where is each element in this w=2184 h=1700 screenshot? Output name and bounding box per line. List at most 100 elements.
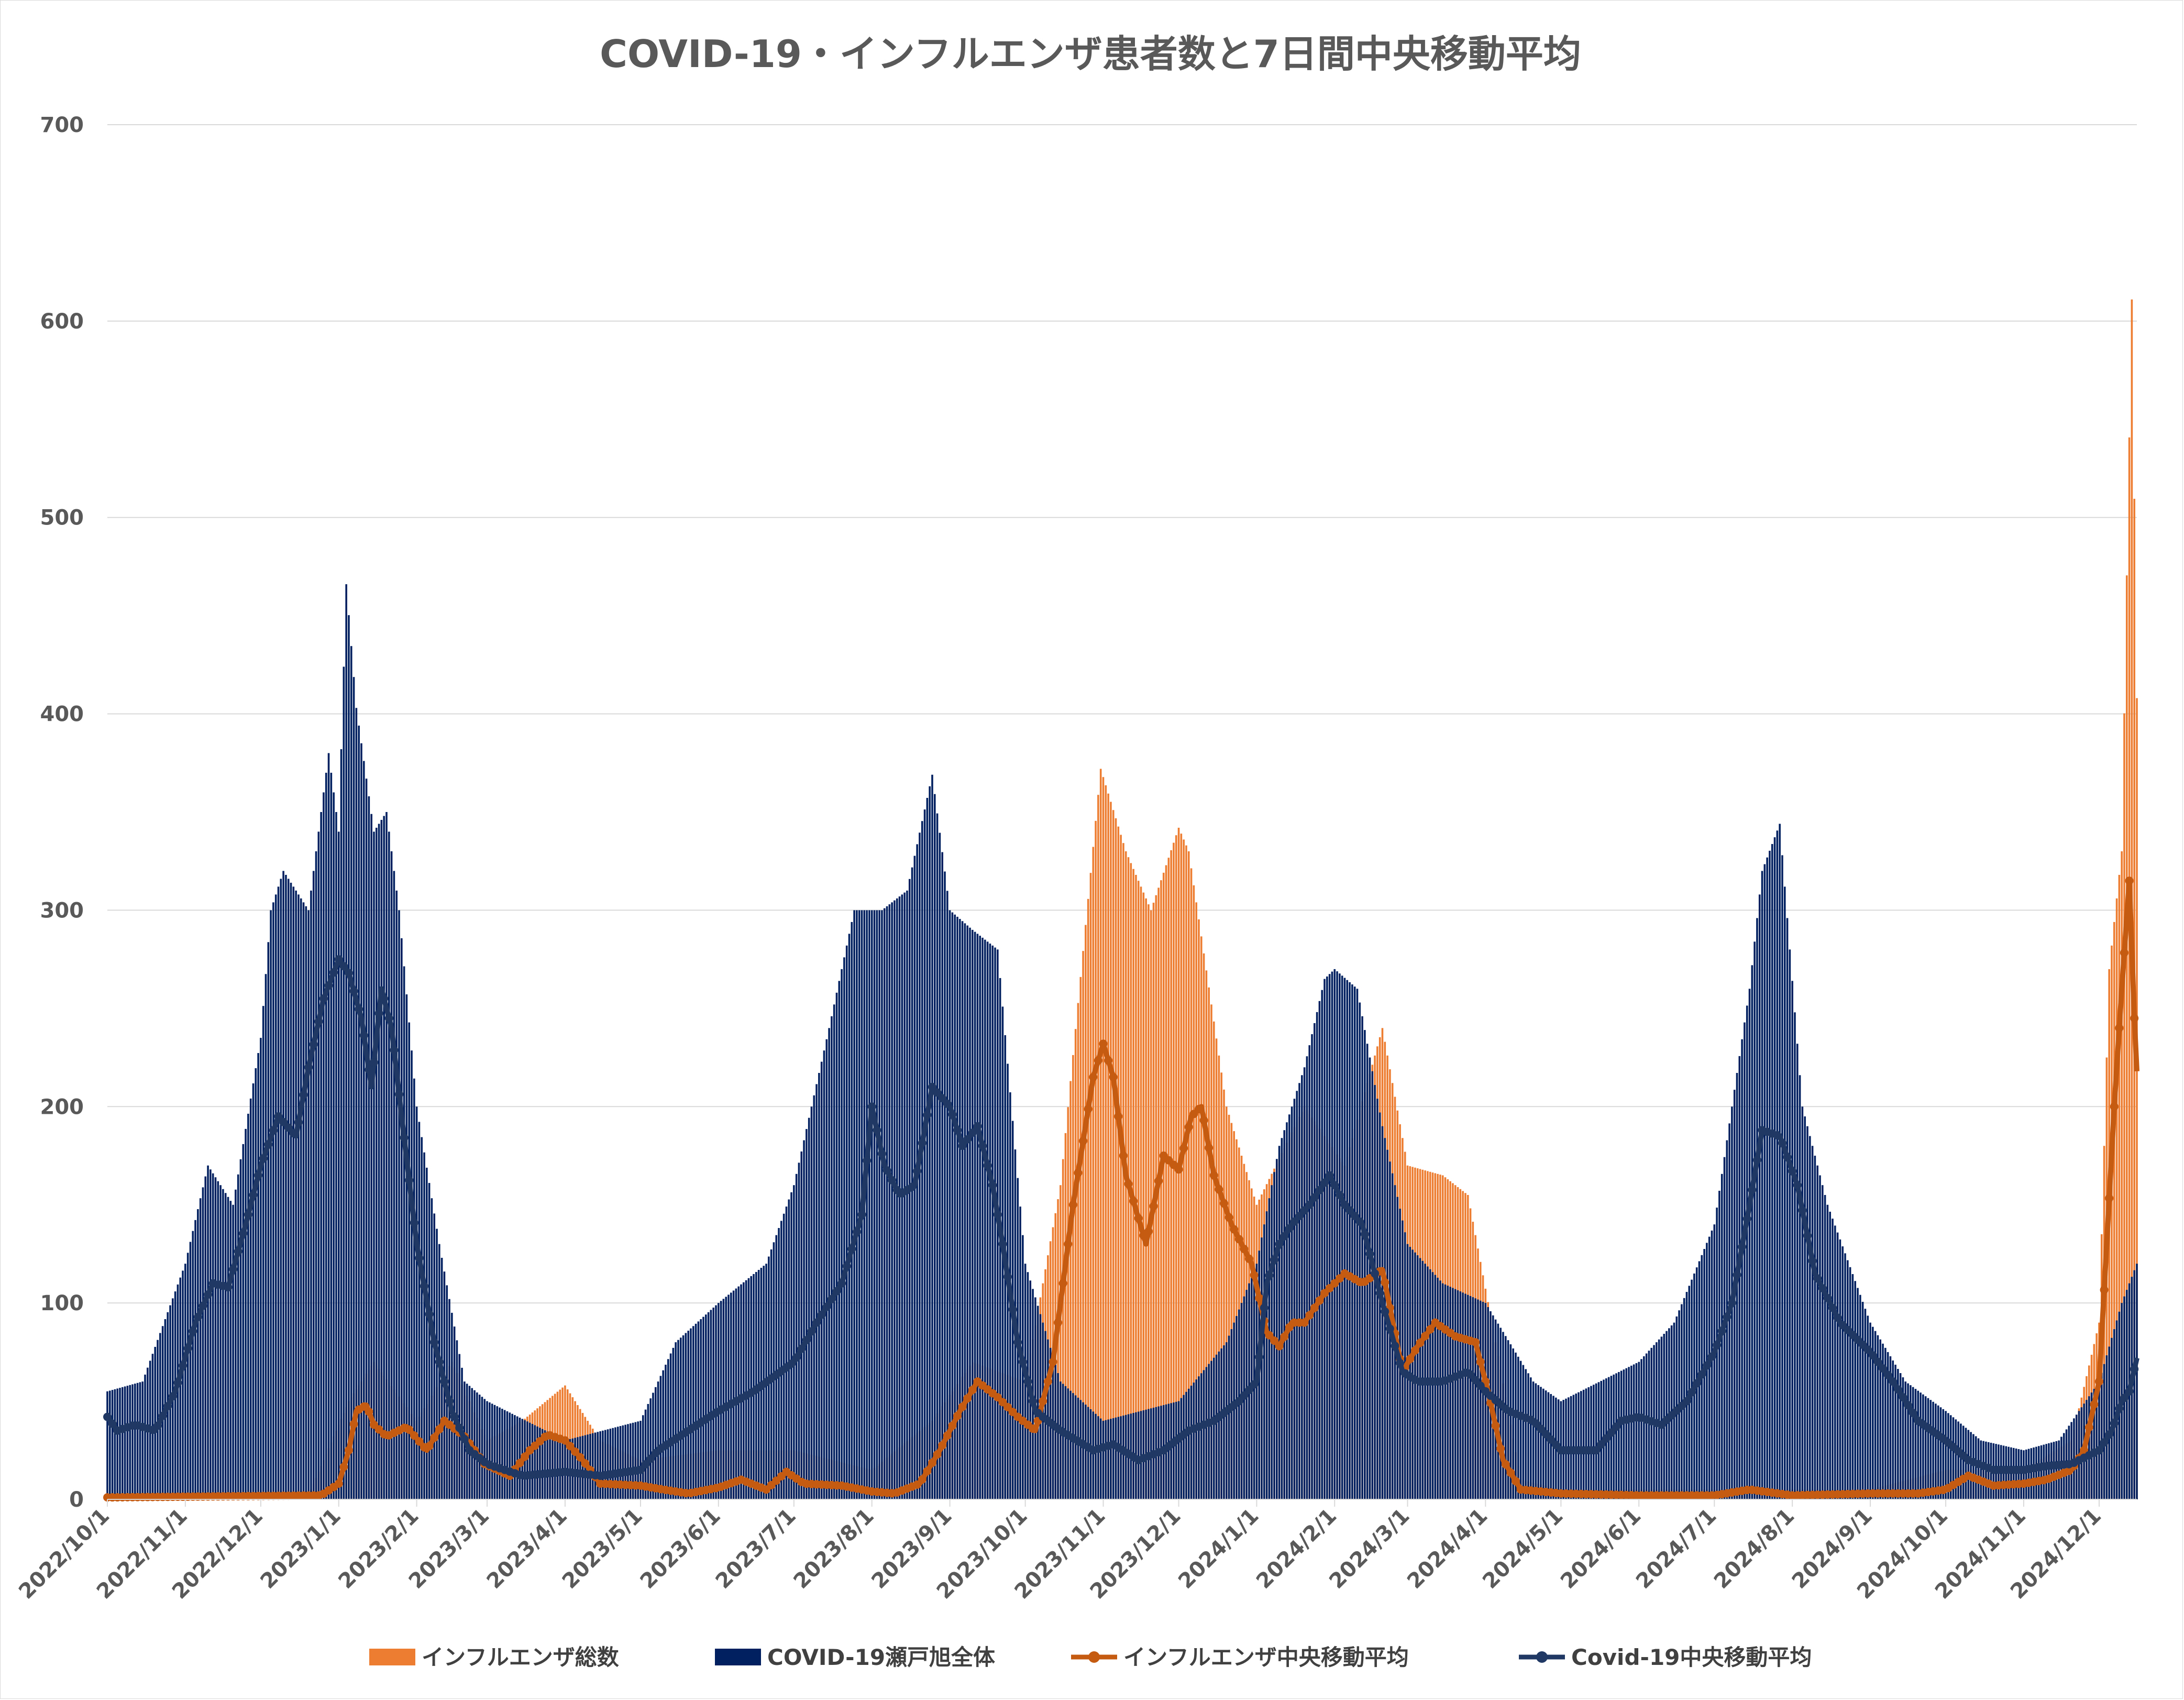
bar-covid xyxy=(657,1381,659,1499)
bar-covid xyxy=(1064,1386,1067,1499)
bar-covid xyxy=(1625,1368,1628,1499)
bar-covid xyxy=(788,1199,790,1499)
bar-covid xyxy=(1441,1283,1444,1499)
bar-covid xyxy=(1741,1039,1743,1499)
bar-covid xyxy=(255,1068,257,1499)
covid-moving-average-marker xyxy=(923,1111,932,1120)
covid-moving-average-marker xyxy=(641,1460,650,1469)
covid-moving-average-marker xyxy=(1295,1212,1304,1221)
bar-covid xyxy=(401,938,403,1499)
bar-covid xyxy=(1859,1295,1861,1499)
bar-covid xyxy=(413,1078,415,1499)
bar-covid xyxy=(800,1151,803,1499)
bar-covid xyxy=(1967,1430,1970,1499)
bar-covid xyxy=(1849,1267,1851,1499)
bar-covid xyxy=(898,896,901,1499)
chart-title: COVID-19・インフルエンザ患者数と7日間中央移動平均 xyxy=(600,32,1581,76)
bar-covid xyxy=(881,910,883,1499)
bar-covid xyxy=(1265,1211,1268,1499)
bar-covid xyxy=(214,1177,217,1499)
covid-moving-average-marker xyxy=(410,1219,418,1227)
bar-covid xyxy=(778,1228,780,1499)
bar-covid xyxy=(1756,918,1758,1499)
bar-covid xyxy=(2048,1443,2050,1499)
bar-influenza xyxy=(1097,795,1099,1499)
covid-moving-average-marker xyxy=(259,1154,268,1163)
covid-moving-average-marker xyxy=(1717,1326,1726,1335)
bar-covid xyxy=(1079,1400,1082,1499)
covid-moving-average-marker xyxy=(1385,1324,1394,1333)
bar-covid xyxy=(1371,1071,1374,1499)
bar-covid xyxy=(868,910,870,1499)
covid-moving-average-marker xyxy=(1260,1303,1269,1312)
bar-covid xyxy=(1225,1342,1228,1499)
influenza-moving-average-marker xyxy=(1234,1235,1243,1244)
influenza-moving-average-marker xyxy=(1184,1123,1193,1132)
bar-covid xyxy=(1587,1387,1590,1499)
covid-moving-average-marker xyxy=(359,1031,368,1040)
covid-moving-average-marker xyxy=(822,1302,831,1311)
bar-covid xyxy=(1509,1344,1512,1499)
bar-covid xyxy=(1841,1246,1844,1499)
bar-covid xyxy=(1223,1345,1225,1499)
influenza-moving-average-marker xyxy=(963,1394,972,1403)
bar-covid xyxy=(609,1429,612,1499)
bar-covid xyxy=(632,1422,634,1499)
bar-covid xyxy=(1965,1428,1967,1499)
bar-covid xyxy=(204,1176,207,1499)
covid-moving-average-marker xyxy=(1325,1171,1334,1180)
bar-covid xyxy=(954,914,956,1499)
bar-covid xyxy=(813,1095,815,1499)
bar-covid xyxy=(1286,1122,1288,1499)
bar-influenza xyxy=(1195,902,1197,1499)
legend-item: COVID-19瀬戸旭全体 xyxy=(715,1644,995,1670)
bar-covid xyxy=(793,1185,795,1499)
bar-covid xyxy=(1472,1297,1474,1499)
bar-covid xyxy=(1982,1441,1984,1499)
bar-covid xyxy=(1912,1387,1914,1499)
bar-covid xyxy=(1957,1421,1959,1499)
influenza-moving-average-marker xyxy=(943,1431,952,1440)
bar-covid xyxy=(694,1323,697,1499)
bar-covid xyxy=(677,1340,679,1499)
bar-covid xyxy=(335,812,337,1499)
bar-influenza xyxy=(2113,922,2115,1499)
covid-moving-average-marker xyxy=(998,1240,1007,1248)
bar-covid xyxy=(1072,1393,1074,1499)
bar-covid xyxy=(192,1231,194,1499)
bar-covid xyxy=(986,941,989,1499)
covid-moving-average-marker xyxy=(329,968,338,977)
bar-covid xyxy=(948,910,951,1499)
bar-covid xyxy=(1095,1413,1097,1499)
covid-moving-average-marker xyxy=(390,1046,399,1055)
bar-covid xyxy=(1281,1138,1283,1499)
bar-covid xyxy=(337,831,340,1499)
covid-moving-average-marker xyxy=(888,1176,897,1184)
influenza-moving-average-marker xyxy=(2105,1194,2114,1203)
bar-covid xyxy=(597,1432,599,1499)
covid-moving-average-marker xyxy=(1300,1206,1309,1215)
bar-covid xyxy=(773,1242,775,1499)
covid-moving-average-marker xyxy=(1240,1391,1249,1400)
bar-covid xyxy=(1361,1016,1363,1499)
x-tick-label: 2024/6/1 xyxy=(1556,1504,1646,1594)
bar-covid xyxy=(1529,1377,1532,1499)
bar-covid xyxy=(227,1197,229,1499)
bar-covid xyxy=(634,1422,637,1499)
y-tick-label: 0 xyxy=(69,1488,84,1512)
bar-influenza xyxy=(1120,835,1122,1499)
influenza-moving-average-marker xyxy=(2130,1014,2139,1023)
x-tick-label: 2024/5/1 xyxy=(1478,1504,1568,1594)
bar-covid xyxy=(1635,1363,1638,1499)
bar-covid xyxy=(1685,1292,1688,1499)
bar-covid xyxy=(639,1421,642,1499)
bar-covid xyxy=(1175,1401,1177,1499)
influenza-moving-average-marker xyxy=(1265,1331,1274,1340)
bar-covid xyxy=(1623,1369,1625,1499)
bar-covid xyxy=(1462,1292,1464,1499)
covid-moving-average-marker xyxy=(1702,1361,1711,1370)
bar-covid xyxy=(1907,1383,1909,1499)
influenza-moving-average-marker xyxy=(948,1421,957,1430)
bar-covid xyxy=(1658,1339,1660,1499)
bar-covid xyxy=(302,902,305,1499)
